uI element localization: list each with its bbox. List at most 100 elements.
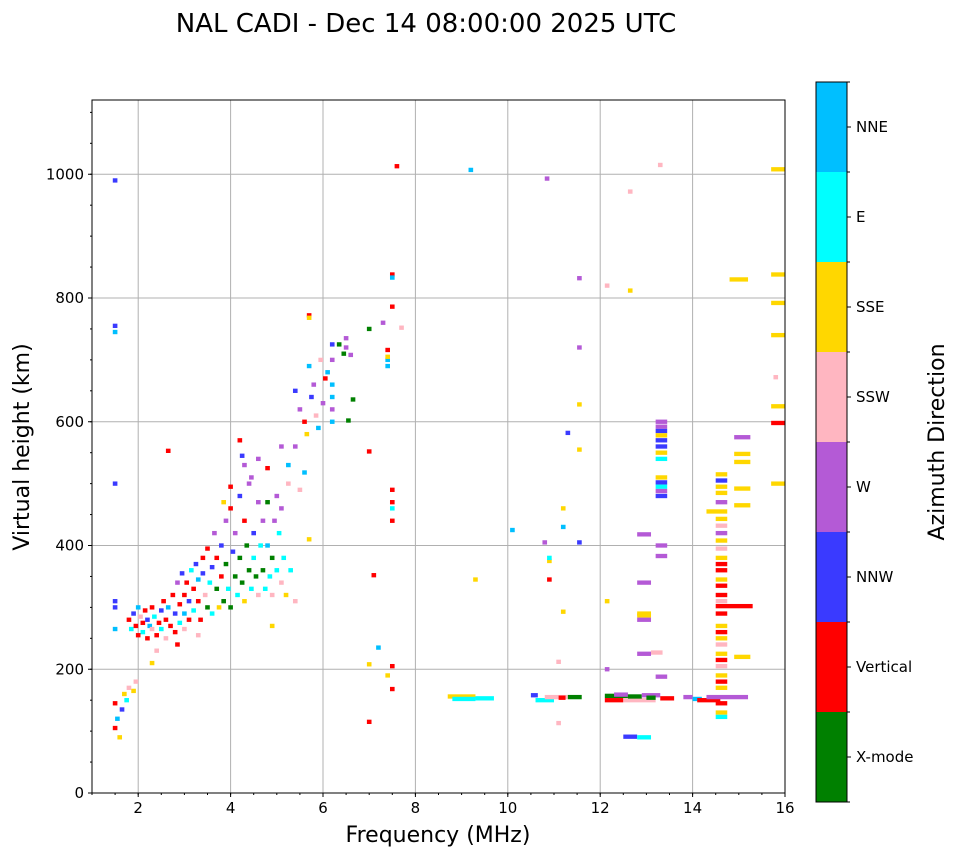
colorbar-swatch-ssw — [816, 352, 847, 442]
data-bar-sse — [637, 613, 652, 618]
data-point-nnw — [158, 608, 164, 613]
data-point-w — [577, 345, 582, 350]
data-point-nne — [112, 329, 118, 335]
data-point-ssw — [126, 685, 132, 690]
data-point-w — [348, 352, 354, 358]
data-point-vertical — [198, 617, 203, 622]
data-bar-e — [637, 735, 652, 740]
data-point-nne — [329, 382, 335, 387]
data-point-nne — [182, 611, 187, 616]
colorbar: X-mode Vertical NNW W SSW SSE E NNE — [815, 81, 913, 803]
data-bar-nnw — [623, 734, 638, 739]
data-point-sse — [560, 506, 566, 511]
data-point-x-mode — [246, 568, 252, 573]
data-bar-sse — [771, 272, 785, 277]
y-axis-ticks: 0 200 400 600 800 1000 — [46, 111, 92, 802]
data-bar-w — [734, 435, 751, 440]
data-point-w — [604, 667, 610, 672]
y-tick-label: 1000 — [46, 165, 84, 183]
data-point-vertical — [177, 602, 183, 607]
data-point-nnw — [209, 564, 215, 570]
data-point-e — [288, 568, 293, 573]
data-point-e — [128, 626, 134, 632]
data-point-nnw — [112, 178, 118, 183]
data-point-w — [577, 276, 582, 281]
data-point-w — [256, 456, 261, 462]
data-point-sse — [216, 605, 222, 610]
data-bar-sse — [734, 654, 751, 660]
data-point-e — [258, 543, 263, 548]
data-point-vertical — [366, 719, 372, 725]
data-bar-sse — [715, 472, 728, 477]
x-tick-label: 8 — [411, 799, 421, 817]
data-point-w — [311, 382, 317, 387]
x-tick-label: 16 — [775, 799, 794, 817]
data-point-x-mode — [253, 574, 259, 579]
data-point-e — [262, 586, 268, 591]
data-point-x-mode — [239, 580, 245, 585]
data-point-nnw — [329, 342, 335, 347]
data-point-nnw — [239, 453, 245, 458]
data-bar-x-mode — [567, 694, 582, 700]
data-bar-e — [655, 456, 668, 462]
data-bar-ssw — [651, 650, 663, 655]
data-point-nnw — [309, 394, 314, 400]
colorbar-frame — [815, 81, 848, 803]
data-point-nnw — [119, 707, 125, 712]
colorbar-label-x-mode: X-mode — [856, 748, 913, 766]
data-point-x-mode — [244, 543, 250, 548]
data-point-e — [235, 592, 240, 598]
data-point-w — [272, 518, 277, 523]
data-bar-sse — [715, 538, 728, 543]
data-point-ssw — [657, 162, 663, 168]
data-bar-w — [614, 692, 628, 697]
data-point-vertical — [389, 500, 395, 505]
data-point-w — [212, 530, 217, 536]
colorbar-label-ssw: SSW — [856, 388, 890, 406]
data-point-w — [320, 401, 326, 406]
colorbar-swatch-e — [816, 172, 847, 262]
data-point-ssw — [297, 487, 303, 492]
x-tick-label: 14 — [683, 799, 702, 817]
data-bar-e — [452, 696, 476, 702]
data-bar-sse — [655, 475, 668, 480]
data-point-e — [547, 555, 552, 561]
data-point-nnw — [186, 599, 192, 604]
data-point-nne — [510, 527, 515, 533]
data-bar-e — [475, 696, 494, 701]
data-bar-ssw — [715, 523, 728, 528]
data-bar-w — [706, 694, 749, 700]
data-point-vertical — [394, 164, 400, 169]
data-bar-w — [637, 580, 652, 585]
data-point-e — [274, 568, 280, 573]
data-point-sse — [149, 660, 155, 666]
data-point-nne — [147, 623, 153, 629]
data-point-x-mode — [265, 500, 270, 505]
data-point-e — [177, 620, 183, 626]
data-point-ssw — [256, 592, 261, 598]
data-point-vertical — [112, 725, 118, 731]
data-bar-sse — [734, 503, 751, 508]
data-bar-vertical — [715, 657, 728, 663]
y-tick-label: 600 — [55, 413, 84, 431]
data-bar-e — [715, 714, 728, 720]
data-point-nnw — [219, 543, 224, 548]
data-bar-w — [655, 488, 668, 494]
plot-frame — [91, 99, 786, 794]
data-point-nnw — [112, 481, 118, 486]
x-tick-label: 4 — [226, 799, 236, 817]
data-point-sse — [269, 623, 275, 629]
colorbar-swatch-vertical — [816, 622, 847, 712]
data-point-w — [223, 518, 229, 523]
data-point-ssw — [313, 413, 319, 418]
chart-title: NAL CADI - Dec 14 08:00:00 2025 UTC — [176, 9, 676, 39]
data-point-ssw — [556, 659, 561, 664]
data-bar-sse — [715, 710, 728, 715]
data-point-ssw — [154, 648, 159, 653]
data-point-e — [191, 608, 196, 613]
data-bar-vertical — [771, 420, 785, 426]
data-point-sse — [221, 500, 226, 505]
data-point-w — [343, 345, 349, 350]
data-point-nnw — [251, 530, 257, 536]
